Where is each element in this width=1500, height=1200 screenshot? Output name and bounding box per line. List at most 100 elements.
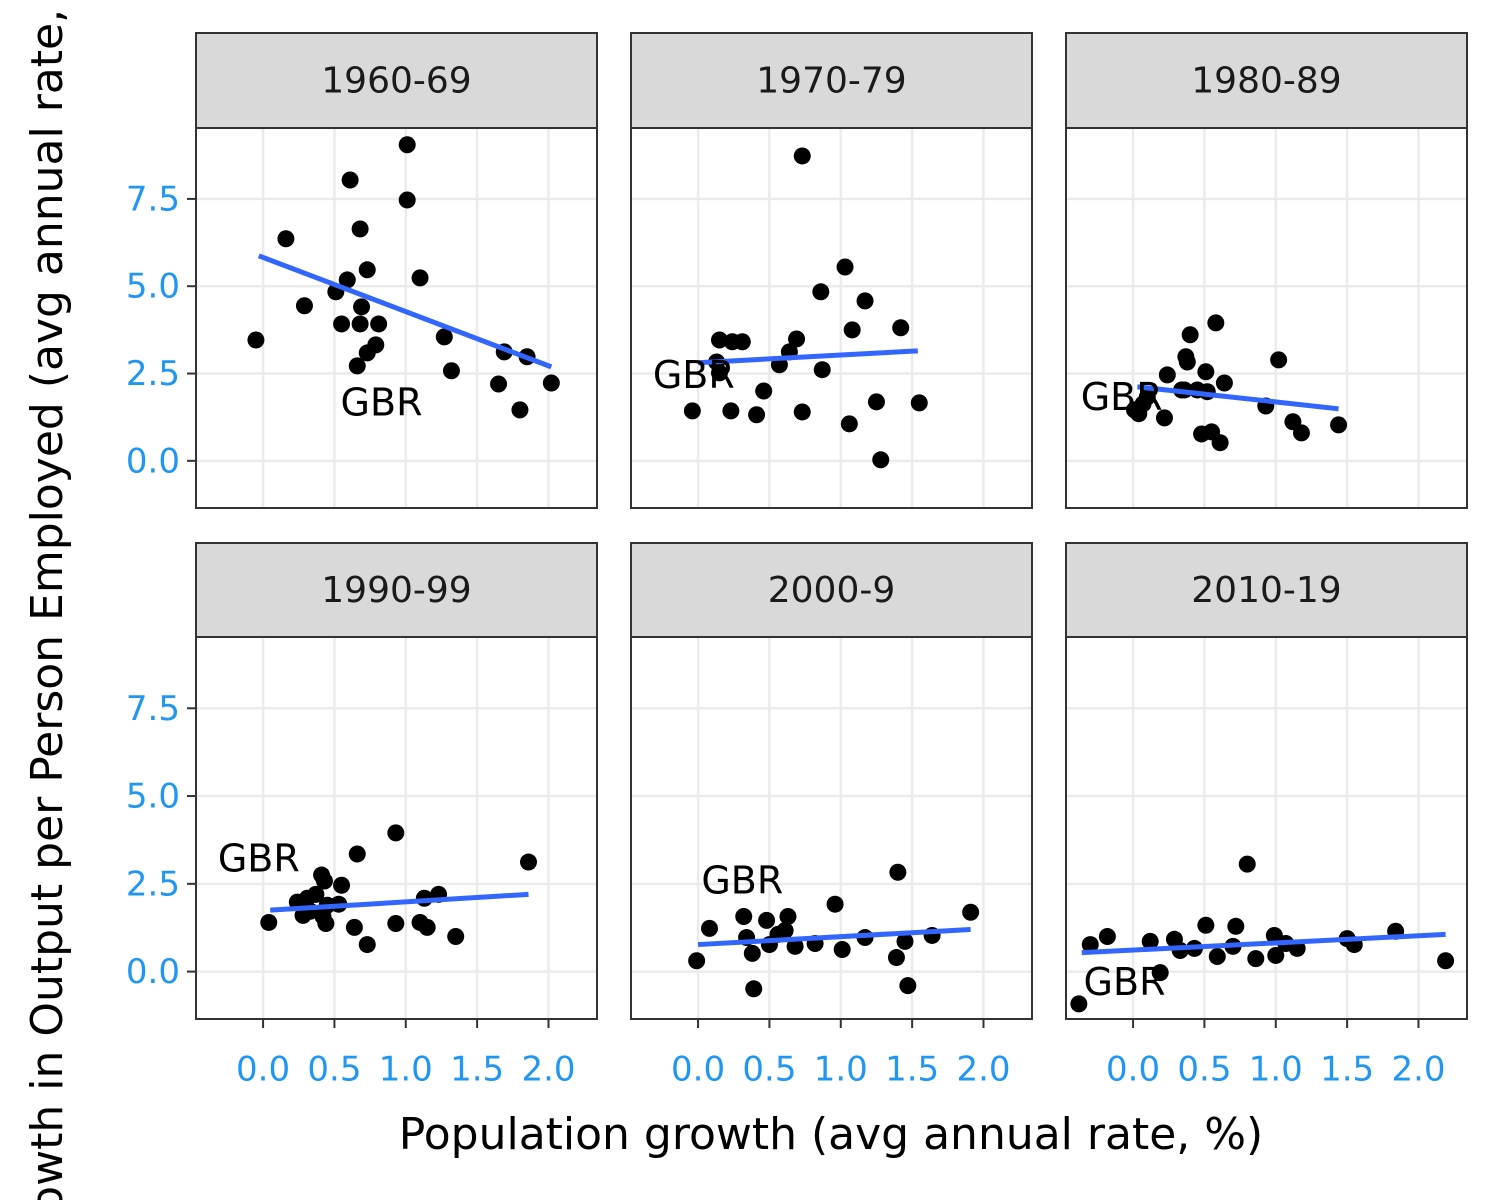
panel-border [195, 127, 598, 509]
point [247, 331, 265, 349]
point [387, 824, 405, 842]
point [1292, 424, 1310, 442]
point [387, 915, 405, 932]
point [710, 364, 728, 382]
point [411, 269, 429, 287]
point [1330, 416, 1348, 434]
point [1437, 952, 1455, 970]
x-tick-label: 2.0 [1391, 1050, 1445, 1090]
point [370, 315, 388, 333]
point [856, 292, 874, 310]
point [1171, 942, 1189, 960]
facet-strip [630, 542, 1033, 638]
x-tick-label: 2.0 [521, 1050, 575, 1090]
panel-border [1065, 636, 1468, 1020]
point [786, 937, 804, 955]
point [1207, 314, 1225, 332]
facet-title: 1960-69 [321, 61, 471, 102]
point [351, 315, 369, 333]
point [1177, 348, 1195, 366]
fit-line [697, 926, 971, 948]
x-tick-label: 1.5 [1320, 1050, 1374, 1090]
y-axis-label: Growth in Output per Person Employed (av… [22, 0, 73, 1200]
point [317, 915, 335, 932]
facet-title: 2010-19 [1191, 570, 1341, 611]
point [896, 932, 914, 950]
point [277, 230, 295, 248]
point [788, 330, 806, 348]
point [743, 944, 761, 962]
point [962, 903, 980, 921]
facet-title: 1980-89 [1191, 61, 1341, 102]
point [353, 298, 371, 316]
y-tick-label: 7.5 [126, 689, 180, 729]
point [1197, 916, 1215, 934]
panel-border [630, 127, 1033, 509]
point [910, 394, 928, 412]
point [745, 980, 763, 998]
fit-line [697, 348, 918, 366]
facet-title: 1970-79 [756, 61, 906, 102]
point [398, 136, 416, 154]
annotation: GBR [653, 353, 735, 397]
point [1270, 351, 1288, 369]
point [1151, 964, 1169, 982]
point [1141, 932, 1159, 950]
point [755, 382, 773, 400]
point [733, 333, 751, 351]
panel-border [195, 636, 598, 1020]
point [836, 258, 854, 276]
point [1227, 917, 1245, 935]
point [367, 336, 385, 354]
point [843, 321, 861, 339]
point [793, 403, 811, 421]
point [348, 357, 366, 375]
point [333, 315, 351, 333]
fit-line [257, 253, 553, 370]
y-tick-label: 5.0 [126, 777, 180, 817]
point [867, 393, 885, 411]
point [793, 147, 811, 165]
point [722, 402, 740, 420]
point [1155, 409, 1173, 427]
point [333, 876, 351, 894]
point [813, 361, 831, 379]
point [700, 919, 718, 937]
fit-line [1137, 384, 1339, 412]
point [490, 375, 508, 393]
annotation: GBR [1081, 375, 1163, 419]
point [295, 297, 313, 315]
point [688, 952, 706, 970]
x-tick-label: 1.0 [814, 1050, 868, 1090]
point [1238, 855, 1256, 873]
point [826, 895, 844, 913]
annotation: GBR [1084, 960, 1166, 1004]
y-tick-label: 5.0 [126, 267, 180, 307]
x-tick-label: 0.5 [1177, 1050, 1231, 1090]
point [1081, 936, 1099, 954]
x-tick-label: 2.0 [956, 1050, 1010, 1090]
point [315, 872, 333, 890]
facet-title: 2000-9 [768, 570, 896, 611]
point [1181, 326, 1199, 344]
point [1098, 927, 1116, 945]
point [758, 911, 776, 929]
point [1215, 374, 1233, 392]
point [398, 191, 416, 209]
point [833, 940, 851, 958]
point [776, 922, 794, 940]
point [542, 374, 560, 392]
point [358, 261, 376, 279]
point [1138, 388, 1156, 406]
point [812, 283, 830, 301]
fit-line [1081, 931, 1446, 956]
point [887, 949, 905, 967]
point [748, 406, 766, 424]
point [1208, 948, 1226, 966]
point [1197, 363, 1215, 381]
point [345, 918, 363, 936]
x-tick-label: 1.0 [1249, 1050, 1303, 1090]
y-tick-label: 2.5 [126, 354, 180, 394]
point [447, 927, 465, 945]
